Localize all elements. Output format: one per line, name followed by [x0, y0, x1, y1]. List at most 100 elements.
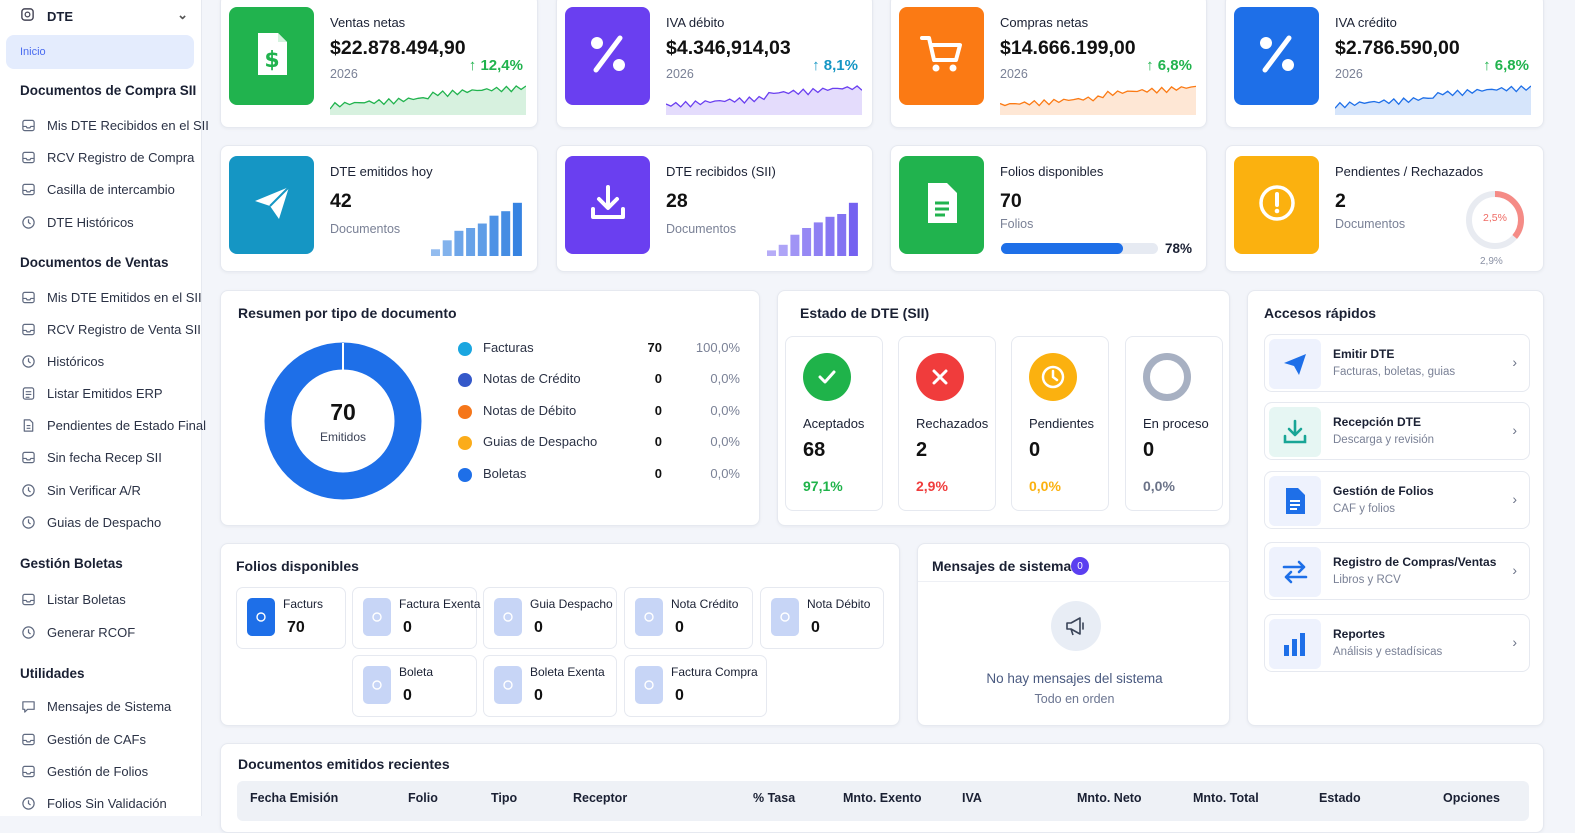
quick-access-item[interactable]: Emitir DTE Facturas, boletas, guias ›	[1264, 334, 1530, 392]
folio-item[interactable]: Nota Crédito 0	[624, 587, 753, 649]
sidebar-item[interactable]: Históricos	[20, 352, 104, 370]
estado-percent: 2,9%	[916, 478, 948, 494]
estado-card-item[interactable]: Aceptados 68 97,1%	[785, 336, 883, 511]
estado-label: Rechazados	[916, 416, 989, 431]
sidebar-item[interactable]: Folios Sin Validación	[20, 794, 167, 812]
kpi-title: Ventas netas	[330, 15, 406, 30]
kpi-unit: Documentos	[666, 222, 737, 236]
folio-value: 70	[287, 619, 305, 636]
table-column-header[interactable]: Fecha Emisión	[250, 791, 339, 805]
kpi-card[interactable]: IVA crédito $2.786.590,00 2026 ↑ 6,8%	[1225, 0, 1544, 128]
legend-row: Notas de Crédito 0 0,0%	[458, 371, 748, 389]
folio-item[interactable]: Factura Compra 0	[624, 655, 767, 717]
folio-label: Factura Exenta	[399, 597, 481, 611]
sidebar-item[interactable]: DTE Históricos	[20, 213, 134, 231]
kpi-card[interactable]: $ Ventas netas $22.878.494,90 2026 ↑ 12,4%	[220, 0, 538, 128]
inbox-icon	[20, 181, 36, 197]
folio-item[interactable]: Guia Despacho 0	[483, 587, 617, 649]
sidebar-item[interactable]: Sin fecha Recep SII	[20, 448, 162, 466]
sidebar-item-active[interactable]: Inicio	[6, 35, 194, 69]
kpi-card[interactable]: Pendientes / Rechazados 2 Documentos 2,5% 2,…	[1225, 145, 1544, 272]
kpi-card[interactable]: IVA débito $4.346,914,03 2026 ↑ 8,1%	[556, 0, 873, 128]
estado-card-item[interactable]: En proceso 0 0,0%	[1125, 336, 1223, 511]
sidebar-item[interactable]: Guias de Despacho	[20, 513, 161, 531]
kpi-trend: ↑ 6,8%	[1483, 57, 1529, 74]
arrow-up-icon: ↑	[468, 57, 481, 74]
sidebar-section-title: Gestión Boletas	[20, 556, 123, 571]
kpi-value: $22.878.494,90	[330, 37, 466, 59]
legend-row: Guias de Despacho 0 0,0%	[458, 434, 748, 452]
folio-label: Nota Débito	[807, 597, 871, 611]
sidebar-item[interactable]: Mis DTE Emitidos en el SII	[20, 288, 202, 306]
table-column-header[interactable]: Folio	[408, 791, 438, 805]
sidebar-item-label: Pendientes de Estado Final	[47, 417, 206, 433]
mensajes-title: Mensajes de sistema	[932, 558, 1072, 574]
sidebar-item[interactable]: Gestión de Folios	[20, 762, 148, 780]
folio-item[interactable]: Nota Débito 0	[760, 587, 884, 649]
kpi-value: $4.346,914,03	[666, 37, 791, 59]
table-column-header[interactable]: IVA	[962, 791, 982, 805]
kpi-value: 28	[666, 190, 688, 212]
sidebar-section-title: Documentos de Compra SII	[20, 83, 197, 98]
legend-label: Notas de Débito	[483, 403, 577, 418]
table-column-header[interactable]: Opciones	[1443, 791, 1500, 805]
table-header	[237, 781, 1529, 821]
sidebar-item[interactable]: RCV Registro de Compra	[20, 148, 194, 166]
kpi-title: IVA crédito	[1335, 15, 1397, 30]
sparkline-area	[666, 86, 862, 115]
quick-access-item[interactable]: Registro de Compras/Ventas Libros y RCV ›	[1264, 542, 1530, 600]
check-icon	[803, 353, 851, 401]
quick-access-item[interactable]: Reportes Análisis y estadísicas ›	[1264, 614, 1530, 672]
download-icon	[588, 183, 628, 228]
kpi-card[interactable]: Folios disponibles 70 Folios 78%	[890, 145, 1207, 272]
dte-icon	[20, 7, 35, 25]
message-icon	[20, 698, 36, 714]
kpi-value: 2	[1335, 190, 1346, 212]
sidebar-item[interactable]: Generar RCOF	[20, 623, 135, 641]
estado-count: 68	[803, 439, 826, 461]
sidebar-dte-header[interactable]: DTE ⌄	[20, 7, 188, 25]
sidebar-item[interactable]: Mensajes de Sistema	[20, 697, 171, 715]
quick-access-item[interactable]: Gestión de Folios CAF y folios ›	[1264, 471, 1530, 529]
kpi-card[interactable]: DTE emitidos hoy 42 Documentos	[220, 145, 538, 272]
folio-item[interactable]: Facturs 70	[236, 587, 346, 649]
folio-label: Boleta	[399, 665, 434, 679]
folio-item[interactable]: Factura Exenta 0	[352, 587, 481, 649]
estado-card-item[interactable]: Rechazados 2 2,9%	[898, 336, 996, 511]
table-column-header[interactable]: Tipo	[491, 791, 518, 805]
table-column-header[interactable]: Mnto. Exento	[843, 791, 922, 805]
sidebar-item-label: Gestión de Folios	[47, 763, 149, 779]
sidebar-item-label: Folios Sin Validación	[47, 795, 167, 811]
sparkline-line	[1000, 85, 1196, 107]
sidebar-item[interactable]: Gestión de CAFs	[20, 730, 146, 748]
folio-value: 0	[675, 687, 684, 704]
sidebar-item[interactable]: Listar Emitidos ERP	[20, 384, 163, 402]
sidebar-item[interactable]: Listar Boletas	[20, 590, 126, 608]
folio-label: Nota Crédito	[671, 597, 739, 611]
chevron-down-icon[interactable]: ⌄	[177, 7, 188, 22]
kpi-title: IVA débito	[666, 15, 725, 30]
folio-value: 0	[534, 687, 543, 704]
table-column-header[interactable]: Estado	[1319, 791, 1361, 805]
folio-item[interactable]: Boleta Exenta 0	[483, 655, 617, 717]
quick-access-item[interactable]: Recepción DTE Descarga y revisión ›	[1264, 402, 1530, 460]
table-column-header[interactable]: % Tasa	[753, 791, 796, 805]
kpi-year: 2026	[1000, 67, 1028, 81]
sidebar-item[interactable]: Mis DTE Recibidos en el SII	[20, 116, 209, 134]
sidebar-item[interactable]: RCV Registro de Venta SII	[20, 320, 201, 338]
table-column-header[interactable]: Mnto. Neto	[1077, 791, 1142, 805]
estado-card-item[interactable]: Pendientes 0 0,0%	[1011, 336, 1109, 511]
table-column-header[interactable]: Receptor	[573, 791, 628, 805]
arrow-up-icon: ↑	[1146, 57, 1158, 74]
kpi-card[interactable]: DTE recibidos (SII) 28 Documentos	[556, 145, 873, 272]
table-column-header[interactable]: Mnto. Total	[1193, 791, 1259, 805]
ring-sub: 2,9%	[1480, 256, 1503, 267]
sidebar-item-label: Mis DTE Emitidos en el SII	[47, 289, 202, 305]
legend-count: 0	[654, 466, 662, 481]
kpi-card[interactable]: Compras netas $14.666.199,00 2026 ↑ 6,8%	[890, 0, 1207, 128]
legend-count: 0	[654, 403, 662, 418]
sidebar-item[interactable]: Casilla de intercambio	[20, 180, 175, 198]
sidebar-item[interactable]: Sin Verificar A/R	[20, 481, 141, 499]
sidebar-item[interactable]: Pendientes de Estado Final	[20, 416, 206, 434]
folio-item[interactable]: Boleta 0	[352, 655, 477, 717]
